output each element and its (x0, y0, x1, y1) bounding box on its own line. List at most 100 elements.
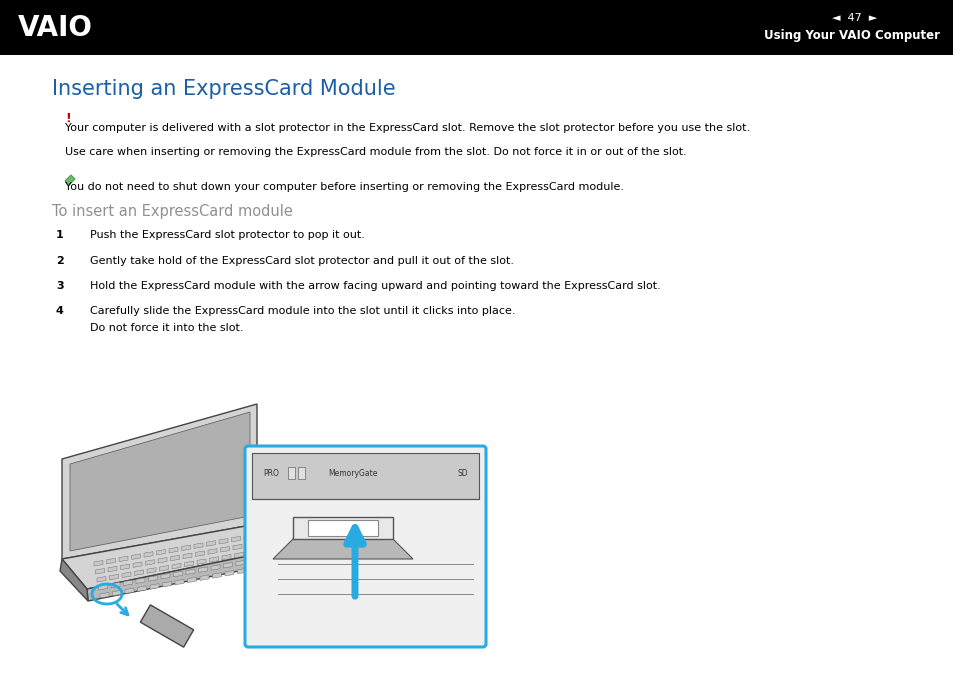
Polygon shape (110, 574, 118, 580)
Polygon shape (162, 582, 172, 587)
Polygon shape (97, 576, 106, 582)
Polygon shape (144, 552, 152, 557)
Bar (252, 453, 478, 499)
Polygon shape (87, 549, 284, 601)
Text: Use care when inserting or removing the ExpressCard module from the slot. Do not: Use care when inserting or removing the … (65, 147, 686, 157)
Polygon shape (261, 556, 270, 561)
Polygon shape (107, 558, 115, 563)
Polygon shape (200, 575, 209, 580)
Bar (288, 467, 294, 479)
Polygon shape (222, 555, 231, 560)
Polygon shape (169, 547, 178, 553)
FancyBboxPatch shape (245, 446, 485, 647)
Polygon shape (122, 572, 131, 578)
Polygon shape (234, 552, 243, 558)
Polygon shape (244, 534, 253, 540)
Polygon shape (62, 404, 256, 559)
Polygon shape (120, 564, 130, 570)
Polygon shape (134, 570, 143, 576)
Polygon shape (112, 590, 121, 596)
Polygon shape (184, 561, 193, 567)
Bar (297, 467, 305, 479)
Polygon shape (158, 557, 167, 563)
Text: Using Your VAIO Computer: Using Your VAIO Computer (763, 30, 939, 42)
Text: Inserting an ExpressCard Module: Inserting an ExpressCard Module (52, 79, 395, 99)
Polygon shape (188, 577, 196, 582)
Polygon shape (219, 539, 228, 544)
Polygon shape (232, 537, 240, 542)
Polygon shape (211, 565, 220, 570)
Polygon shape (174, 579, 184, 585)
Polygon shape (195, 551, 204, 557)
Polygon shape (183, 553, 192, 559)
Text: To insert an ExpressCard module: To insert an ExpressCard module (52, 204, 293, 219)
Polygon shape (150, 584, 159, 589)
Polygon shape (60, 559, 88, 601)
Polygon shape (173, 572, 182, 577)
Polygon shape (159, 565, 169, 571)
Text: ◄  47  ►: ◄ 47 ► (832, 13, 877, 23)
Polygon shape (146, 559, 154, 565)
Polygon shape (125, 588, 133, 594)
Polygon shape (98, 584, 108, 590)
Polygon shape (247, 550, 255, 555)
Text: 1: 1 (56, 230, 64, 240)
Text: Hold the ExpressCard module with the arrow facing upward and pointing toward the: Hold the ExpressCard module with the arr… (90, 281, 660, 291)
Text: MemoryGate: MemoryGate (328, 470, 377, 479)
Bar (293, 517, 393, 539)
Polygon shape (156, 549, 165, 555)
Polygon shape (108, 566, 117, 572)
Polygon shape (132, 562, 142, 568)
Polygon shape (111, 582, 120, 588)
Polygon shape (248, 558, 257, 563)
Polygon shape (213, 573, 221, 578)
Polygon shape (245, 542, 254, 547)
Polygon shape (256, 532, 265, 537)
Polygon shape (161, 574, 170, 579)
Text: 4: 4 (56, 306, 64, 316)
Text: PRO: PRO (263, 470, 278, 479)
Polygon shape (220, 547, 230, 552)
Text: You do not need to shut down your computer before inserting or removing the Expr: You do not need to shut down your comput… (65, 182, 623, 192)
Bar (0, 0, 953, 55)
Polygon shape (196, 559, 206, 564)
Polygon shape (70, 412, 250, 551)
Polygon shape (119, 556, 128, 561)
Polygon shape (257, 540, 267, 545)
Polygon shape (181, 545, 191, 551)
Polygon shape (233, 545, 242, 550)
Polygon shape (206, 541, 215, 546)
Polygon shape (123, 580, 132, 586)
Polygon shape (210, 557, 218, 562)
Polygon shape (208, 549, 216, 554)
Text: Push the ExpressCard slot protector to pop it out.: Push the ExpressCard slot protector to p… (90, 230, 364, 240)
Polygon shape (62, 524, 282, 589)
Polygon shape (147, 568, 156, 573)
Polygon shape (235, 560, 245, 565)
Polygon shape (250, 566, 258, 572)
Polygon shape (262, 564, 272, 570)
Polygon shape (65, 175, 75, 185)
Polygon shape (140, 605, 193, 647)
Polygon shape (186, 569, 194, 575)
Polygon shape (149, 576, 157, 581)
Polygon shape (225, 570, 233, 576)
Polygon shape (95, 568, 105, 574)
Polygon shape (136, 578, 145, 584)
Polygon shape (137, 586, 147, 591)
Polygon shape (259, 548, 268, 553)
Text: VAIO: VAIO (18, 13, 92, 42)
Polygon shape (223, 563, 233, 568)
Polygon shape (172, 563, 181, 569)
Text: 3: 3 (56, 281, 64, 291)
Text: Gently take hold of the ExpressCard slot protector and pull it out of the slot.: Gently take hold of the ExpressCard slot… (90, 256, 514, 266)
Text: Carefully slide the ExpressCard module into the slot until it clicks into place.: Carefully slide the ExpressCard module i… (90, 306, 515, 316)
Text: SD: SD (457, 470, 468, 479)
Polygon shape (171, 555, 179, 561)
Text: !: ! (65, 112, 71, 125)
Polygon shape (273, 539, 413, 559)
Polygon shape (132, 554, 140, 559)
Polygon shape (100, 592, 109, 598)
Polygon shape (198, 567, 208, 572)
Text: 2: 2 (56, 256, 64, 266)
